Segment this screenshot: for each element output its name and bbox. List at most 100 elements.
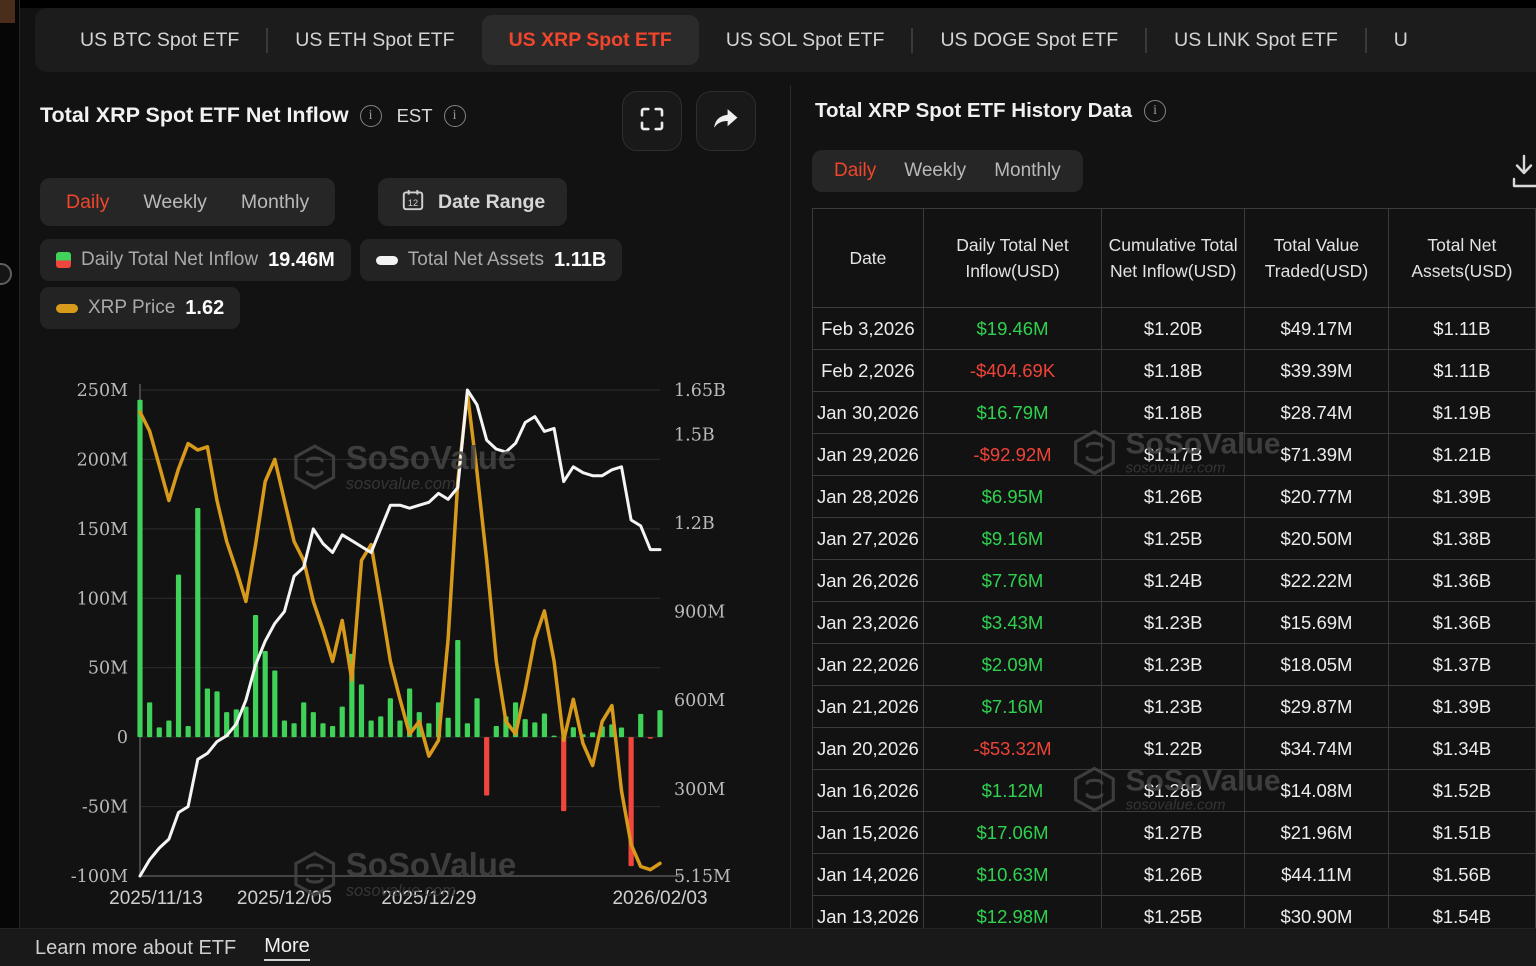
tab-us-sol-spot-etf[interactable]: US SOL Spot ETF	[725, 28, 885, 51]
chart-period-monthly[interactable]: Monthly	[240, 190, 310, 213]
cell-value: $1.23B	[1101, 601, 1246, 644]
edge-divider	[19, 0, 20, 966]
cell-value: $1.52B	[1387, 769, 1536, 812]
tab-us-doge-spot-etf[interactable]: US DOGE Spot ETF	[940, 28, 1119, 51]
cell-value: $6.95M	[922, 475, 1103, 518]
orange-line-icon	[56, 303, 78, 313]
legend-xrp-price[interactable]: XRP Price 1.62	[40, 287, 241, 329]
cell-value: $10.63M	[922, 853, 1103, 896]
cell-value: $9.16M	[922, 517, 1103, 560]
table-row: Jan 15,2026 $17.06M $1.27B $21.96M $1.51B	[812, 811, 1536, 854]
cell-value: $1.36B	[1387, 601, 1536, 644]
cell-value: $1.38B	[1387, 517, 1536, 560]
legend-total-net-assets[interactable]: Total Net Assets 1.11B	[359, 239, 623, 281]
date-range-button[interactable]: 12 Date Range	[378, 178, 568, 226]
white-line-icon	[375, 255, 398, 265]
table-period-weekly[interactable]: Weekly	[904, 160, 967, 181]
cell-value: $1.18B	[1101, 349, 1246, 392]
tab-us-eth-spot-etf[interactable]: US ETH Spot ETF	[295, 28, 455, 51]
table-row: Jan 14,2026 $10.63M $1.26B $44.11M $1.56B	[812, 853, 1536, 896]
history-title: Total XRP Spot ETF History Data	[815, 99, 1133, 122]
date-range-label: Date Range	[438, 190, 546, 213]
table-row: Jan 28,2026 $6.95M $1.26B $20.77M $1.39B	[812, 475, 1536, 518]
history-panel-header: Total XRP Spot ETF History Data i	[815, 99, 1167, 123]
cell-value: $1.24B	[1101, 559, 1246, 602]
history-table: Date Daily Total Net Inflow(USD) Cumulativ…	[812, 208, 1536, 938]
tab-u[interactable]: U	[1393, 28, 1408, 51]
legend-row-1: Daily Total Net Inflow 19.46M Total Net …	[40, 239, 623, 281]
cell-date: Jan 30,2026	[812, 391, 924, 434]
cell-value: $1.19B	[1387, 391, 1536, 434]
cell-value: $34.74M	[1244, 727, 1389, 770]
cell-value: $44.11M	[1244, 853, 1389, 896]
cell-date: Jan 26,2026	[812, 559, 924, 602]
chart-period-daily[interactable]: Daily	[66, 190, 110, 213]
cell-value: $17.06M	[922, 811, 1103, 854]
cell-value: $1.12M	[922, 769, 1103, 812]
tab-us-xrp-spot-etf[interactable]: US XRP Spot ETF	[481, 15, 699, 65]
legend-value: 1.62	[185, 296, 225, 319]
svg-text:100M: 100M	[77, 589, 128, 609]
cell-value: $1.36B	[1387, 559, 1536, 602]
cell-date: Jan 14,2026	[812, 853, 924, 896]
svg-text:200M: 200M	[77, 450, 128, 470]
svg-text:150M: 150M	[77, 520, 128, 540]
column-header: Daily Total Net Inflow(USD)	[922, 208, 1103, 308]
cell-value: $1.28B	[1101, 769, 1246, 812]
legend-value: 19.46M	[268, 248, 335, 271]
download-button[interactable]	[1512, 152, 1536, 192]
legend-label: XRP Price	[88, 297, 176, 318]
est-info-icon[interactable]: i	[443, 104, 466, 127]
tab-us-btc-spot-etf[interactable]: US BTC Spot ETF	[80, 28, 240, 51]
table-period-daily[interactable]: Daily	[834, 160, 877, 181]
cell-value: $1.39B	[1387, 475, 1536, 518]
net-inflow-panel-header: Total XRP Spot ETF Net Inflow i EST i	[40, 103, 466, 128]
cell-value: $1.27B	[1101, 811, 1246, 854]
table-row: Jan 27,2026 $9.16M $1.25B $20.50M $1.38B	[812, 517, 1536, 560]
cell-value: $1.26B	[1101, 475, 1246, 518]
legend-row-2: XRP Price 1.62	[40, 287, 241, 329]
etf-tab-bar: US BTC Spot ETF US ETH Spot ETF US XRP Spo…	[35, 8, 1536, 72]
table-row: Feb 2,2026 -$404.69K $1.18B $39.39M $1.11B	[812, 349, 1536, 392]
tab-us-link-spot-etf[interactable]: US LINK Spot ETF	[1174, 28, 1338, 51]
cell-value: $49.17M	[1244, 307, 1389, 350]
cell-value: $19.46M	[922, 307, 1103, 350]
cell-value: $20.50M	[1244, 517, 1389, 560]
info-icon[interactable]: i	[359, 104, 382, 127]
table-row: Jan 21,2026 $7.16M $1.23B $29.87M $1.39B	[812, 685, 1536, 728]
svg-text:600M: 600M	[674, 691, 725, 711]
bar-series-icon	[56, 252, 71, 268]
legend-daily-net-inflow[interactable]: Daily Total Net Inflow 19.46M	[40, 239, 351, 281]
fullscreen-button[interactable]	[622, 91, 682, 151]
cell-value: $1.51B	[1387, 811, 1536, 854]
cell-value: $29.87M	[1244, 685, 1389, 728]
column-header: Total Net Assets(USD)	[1387, 208, 1536, 308]
svg-text:2025/11/13: 2025/11/13	[109, 888, 203, 909]
cell-value: -$53.32M	[922, 727, 1103, 770]
svg-text:1.65B: 1.65B	[674, 381, 726, 401]
cell-value: $15.69M	[1244, 601, 1389, 644]
cell-value: $7.16M	[922, 685, 1103, 728]
svg-text:1.2B: 1.2B	[674, 514, 715, 534]
cell-value: $1.26B	[1101, 853, 1246, 896]
cell-value: $14.08M	[1244, 769, 1389, 812]
history-info-icon[interactable]: i	[1144, 100, 1167, 122]
history-table-body: Feb 3,2026 $19.46M $1.20B $49.17M $1.11B Feb …	[812, 307, 1536, 938]
share-button[interactable]	[696, 91, 756, 151]
table-period-monthly[interactable]: Monthly	[994, 160, 1061, 181]
panel-collapse-handle[interactable]	[0, 263, 12, 285]
cell-value: $1.37B	[1387, 643, 1536, 686]
cell-date: Jan 28,2026	[812, 475, 924, 518]
chart-period-weekly[interactable]: Weekly	[143, 190, 207, 213]
cell-value: $3.43M	[922, 601, 1103, 644]
table-period-segment: Daily Weekly Monthly	[812, 150, 1083, 192]
cell-value: $1.21B	[1387, 433, 1536, 476]
cell-value: $1.20B	[1101, 307, 1246, 350]
net-inflow-chart[interactable]: 250M 200M 150M 100M 50M 0 -50M -100M 1.65B 1.5B 1.…	[20, 368, 750, 920]
table-row: Jan 30,2026 $16.79M $1.18B $28.74M $1.19B	[812, 391, 1536, 434]
cell-value: $28.74M	[1244, 391, 1389, 434]
download-icon	[1512, 154, 1536, 196]
footer-more-link[interactable]: More	[264, 935, 310, 961]
cell-value: $1.23B	[1101, 685, 1246, 728]
